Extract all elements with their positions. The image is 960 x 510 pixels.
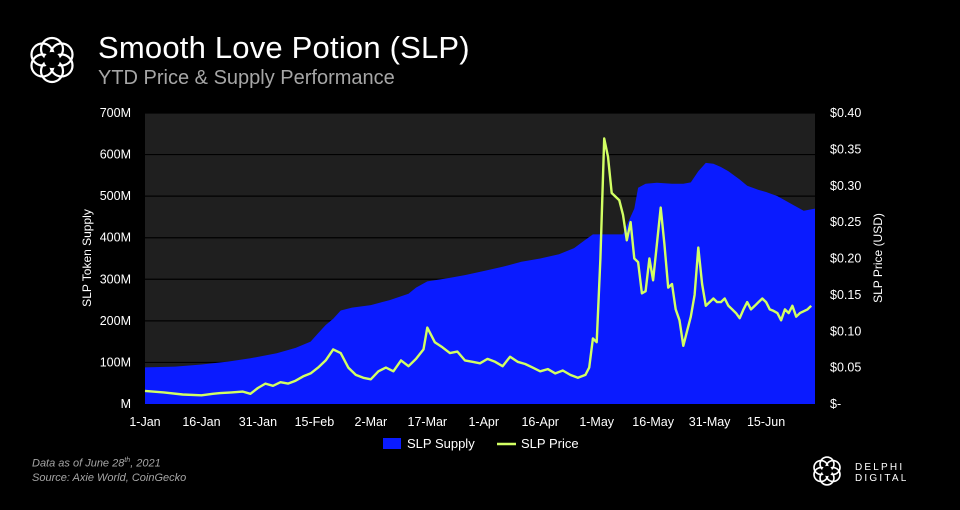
left-tick-label: 200M: [100, 314, 131, 328]
left-axis-title: SLP Token Supply: [80, 209, 94, 307]
right-tick-label: $0.30: [830, 179, 861, 193]
x-tick-label: 1-Jan: [129, 415, 160, 429]
right-axis-title: SLP Price (USD): [871, 213, 885, 303]
x-tick-label: 31-May: [689, 415, 731, 429]
page-title: Smooth Love Potion (SLP): [98, 30, 470, 65]
right-tick-label: $0.15: [830, 288, 861, 302]
x-tick-label: 31-Jan: [239, 415, 277, 429]
left-tick-label: 300M: [100, 272, 131, 286]
price-line-series: [144, 137, 813, 397]
x-tick-label: 2-Mar: [355, 415, 388, 429]
delphi-flower-logo-icon: [30, 36, 74, 84]
right-tick-label: $0.25: [830, 215, 861, 229]
left-axis-ticks: M 100M 200M 300M 400M 500M 600M 700M: [100, 106, 131, 411]
left-tick-label: 600M: [100, 148, 131, 162]
x-tick-label: 15-Feb: [295, 415, 335, 429]
x-tick-label: 1-Apr: [468, 415, 499, 429]
x-tick-label: 16-May: [632, 415, 674, 429]
delphi-digital-logo-icon: [813, 456, 841, 486]
source-note: Source: Axie World, CoinGecko: [32, 472, 187, 484]
right-tick-label: $-: [830, 397, 841, 411]
right-tick-label: $0.20: [830, 252, 861, 266]
x-tick-label: 16-Apr: [521, 415, 559, 429]
right-tick-label: $0.10: [830, 324, 861, 338]
right-tick-label: $0.35: [830, 142, 861, 156]
left-tick-label: 400M: [100, 231, 131, 245]
left-tick-label: 100M: [100, 355, 131, 369]
legend-supply-label: SLP Supply: [407, 436, 475, 451]
brand-name: DELPHI DIGITAL: [855, 462, 909, 484]
left-tick-label: 700M: [100, 106, 131, 120]
left-tick-label: M: [121, 397, 131, 411]
legend: SLP Supply SLP Price: [383, 436, 579, 451]
x-tick-label: 1-May: [579, 415, 614, 429]
right-axis-ticks: $- $0.05 $0.10 $0.15 $0.20 $0.25 $0.30 $0.35 $0.…: [830, 106, 861, 411]
supply-area-series: [145, 162, 815, 404]
x-axis-ticks: 1-Jan 16-Jan 31-Jan 15-Feb 2-Mar 17-Mar 1-Apr 1…: [129, 415, 785, 429]
data-date-note: Data as of June 28th, 2021: [32, 457, 161, 470]
x-tick-label: 17-Mar: [408, 415, 448, 429]
legend-price-label: SLP Price: [521, 436, 579, 451]
x-tick-label: 16-Jan: [182, 415, 220, 429]
right-tick-label: $0.40: [830, 106, 861, 120]
right-tick-label: $0.05: [830, 361, 861, 375]
legend-supply-swatch: [383, 438, 401, 449]
page-subtitle: YTD Price & Supply Performance: [98, 67, 395, 89]
x-tick-label: 15-Jun: [747, 415, 785, 429]
left-tick-label: 500M: [100, 189, 131, 203]
